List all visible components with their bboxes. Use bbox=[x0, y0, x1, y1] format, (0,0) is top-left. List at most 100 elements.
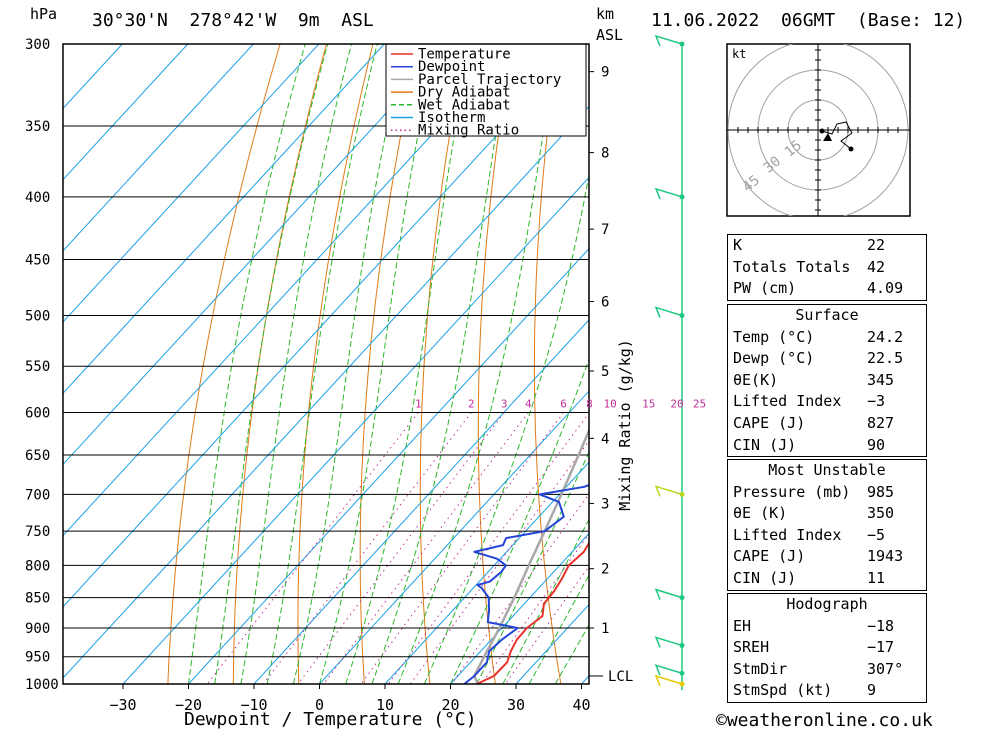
mixing-ratio-label: 20 bbox=[670, 397, 683, 410]
height-unit-km: km bbox=[596, 5, 614, 23]
x-tick-label: 40 bbox=[572, 696, 590, 714]
mixing-ratio-label: 1 bbox=[415, 397, 422, 410]
x-tick-label: −30 bbox=[109, 696, 136, 714]
index-row: PW (cm) 4.09 bbox=[728, 278, 926, 300]
wind-barb bbox=[656, 486, 682, 496]
wet-adiabat-line bbox=[215, 44, 328, 684]
wind-barb bbox=[656, 36, 682, 46]
index-value: 9 bbox=[867, 680, 921, 702]
dry-adiabat-line bbox=[168, 44, 280, 684]
height-tick-label: 3 bbox=[601, 496, 609, 512]
lcl-label: LCL bbox=[608, 669, 633, 685]
index-row: CAPE (J)827 bbox=[728, 413, 926, 435]
index-value: 4.09 bbox=[867, 278, 921, 300]
pressure-tick-label: 400 bbox=[25, 190, 50, 206]
wind-barb bbox=[656, 590, 682, 600]
wind-barb bbox=[656, 676, 682, 686]
hodograph-unit-label: kt bbox=[732, 47, 746, 61]
isotherm-line bbox=[58, 44, 647, 684]
index-value: 345 bbox=[867, 370, 921, 392]
pressure-tick-label: 700 bbox=[25, 487, 50, 503]
index-value: 350 bbox=[867, 503, 921, 525]
pressure-tick-label: 800 bbox=[25, 558, 50, 574]
height-tick-label: 1 bbox=[601, 621, 609, 637]
index-label: CIN (J) bbox=[733, 435, 796, 457]
index-value: 24.2 bbox=[867, 327, 921, 349]
index-row: Pressure (mb) 985 bbox=[728, 482, 926, 504]
pressure-tick-label: 300 bbox=[25, 37, 50, 53]
mixing-ratio-axis-label: Mixing Ratio (g/kg) bbox=[616, 339, 634, 511]
wind-barb bbox=[656, 189, 682, 199]
index-value: −17 bbox=[867, 637, 921, 659]
datetime-title: 11.06.2022 06GMT (Base: 12) bbox=[651, 10, 965, 31]
index-label: Pressure (mb) bbox=[733, 482, 850, 504]
pressure-tick-label: 600 bbox=[25, 405, 50, 421]
index-label: Dewp (°C) bbox=[733, 348, 814, 370]
wind-barb bbox=[656, 665, 682, 675]
pressure-unit-label: hPa bbox=[30, 5, 57, 23]
index-row: CAPE (J) 1943 bbox=[728, 546, 926, 568]
wet-adiabat-line bbox=[189, 44, 306, 684]
index-row: Lifted Index −5 bbox=[728, 525, 926, 547]
index-value: 42 bbox=[867, 257, 921, 279]
mixing-ratio-line bbox=[361, 413, 564, 685]
mixing-ratio-label: 8 bbox=[586, 397, 593, 410]
index-label: EH bbox=[733, 616, 751, 638]
index-label: StmDir bbox=[733, 659, 787, 681]
isotherm-line bbox=[0, 44, 384, 684]
height-tick-label: 7 bbox=[601, 222, 609, 238]
isotherm-line bbox=[0, 44, 515, 684]
index-row: θE(K)345 bbox=[728, 370, 926, 392]
dry-adiabat-line bbox=[233, 44, 326, 684]
x-tick-label: 30 bbox=[507, 696, 525, 714]
index-label: Lifted Index bbox=[733, 525, 841, 547]
index-label: K bbox=[733, 235, 742, 257]
mixing-ratio-label: 2 bbox=[468, 397, 475, 410]
index-label: Temp (°C) bbox=[733, 327, 814, 349]
mixing-ratio-label: 15 bbox=[642, 397, 655, 410]
index-value: 827 bbox=[867, 413, 921, 435]
mixing-ratio-label: 25 bbox=[693, 397, 706, 410]
index-value: −18 bbox=[867, 616, 921, 638]
index-label: PW (cm) bbox=[733, 278, 796, 300]
mixing-ratio-label: 4 bbox=[525, 397, 532, 410]
x-axis-label: Dewpoint / Temperature (°C) bbox=[184, 709, 477, 730]
index-row: K 22 bbox=[728, 235, 926, 257]
index-value: 22 bbox=[867, 235, 921, 257]
index-value: 307° bbox=[867, 659, 921, 681]
plot-frame bbox=[63, 44, 589, 684]
index-value: −5 bbox=[867, 525, 921, 547]
pressure-tick-label: 1000 bbox=[25, 677, 59, 693]
isotherm-line bbox=[0, 44, 581, 684]
index-row: StmDir 307° bbox=[728, 659, 926, 681]
index-value: 985 bbox=[867, 482, 921, 504]
pressure-tick-label: 350 bbox=[25, 119, 50, 135]
index-value: 22.5 bbox=[867, 348, 921, 370]
index-value: 1943 bbox=[867, 546, 921, 568]
index-row: EH −18 bbox=[728, 616, 926, 638]
pressure-tick-label: 500 bbox=[25, 309, 50, 325]
height-tick-label: 5 bbox=[601, 364, 609, 380]
index-row: StmSpd (kt) 9 bbox=[728, 680, 926, 702]
height-tick-label: 2 bbox=[601, 562, 609, 578]
dry-adiabat-line bbox=[360, 44, 419, 684]
index-label: CAPE (J) bbox=[733, 546, 805, 568]
isotherm-line bbox=[0, 44, 122, 684]
pressure-tick-label: 850 bbox=[25, 591, 50, 607]
index-value: 90 bbox=[867, 435, 921, 457]
index-row: θE (K)350 bbox=[728, 503, 926, 525]
index-label: StmSpd (kt) bbox=[733, 680, 832, 702]
dry-adiabat-line bbox=[930, 44, 1000, 684]
height-tick-label: 4 bbox=[601, 431, 609, 447]
hodograph-title: Hodograph bbox=[728, 594, 926, 616]
wet-adiabat-line bbox=[372, 44, 511, 684]
pressure-tick-label: 900 bbox=[25, 621, 50, 637]
mixing-ratio-label: 10 bbox=[603, 397, 616, 410]
pressure-tick-label: 750 bbox=[25, 524, 50, 540]
